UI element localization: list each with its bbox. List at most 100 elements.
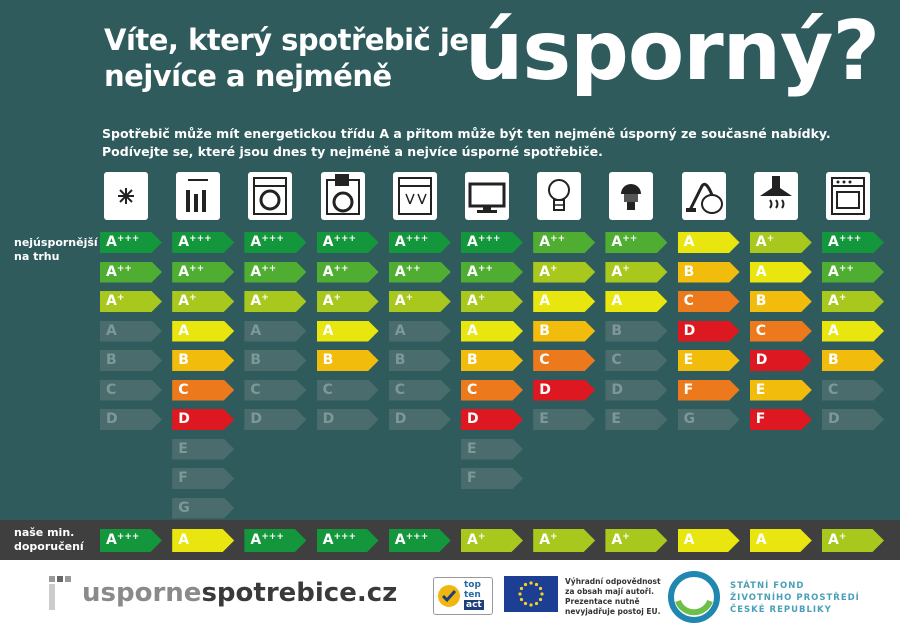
energy-class-letter: D <box>394 411 407 427</box>
energy-class-letter: A <box>322 234 334 250</box>
title-line-2: nejvíce a nejméně <box>104 59 392 93</box>
eu-disclaimer-line3: Prezentace nutně <box>565 597 640 606</box>
energy-class-letter: E <box>611 411 621 427</box>
energy-class-arrow: A+++ <box>389 232 451 253</box>
energy-class-letter: A <box>611 263 623 280</box>
energy-class-plus: + <box>622 263 630 274</box>
energy-class-letter: A <box>106 234 117 250</box>
logo-text-part2: spotrebice.cz <box>201 578 398 608</box>
energy-class-letter: A <box>250 234 262 250</box>
energy-class-arrow: A++ <box>100 262 162 283</box>
washing-machine-icon <box>248 172 293 220</box>
energy-class-arrow: A+ <box>750 232 812 253</box>
energy-class-arrow: B <box>389 350 451 371</box>
sfzp-text-line2: ŽIVOTNÍHO PROSTŘEDÍ <box>730 593 860 603</box>
recommended-class-arrow: A <box>172 529 234 552</box>
energy-class-letter: G <box>178 499 190 516</box>
dishwasher-icon <box>392 172 437 220</box>
energy-class-letter: D <box>611 381 624 398</box>
energy-class-arrow: A+++ <box>461 232 523 253</box>
recommendation-label-line1: naše min. <box>14 526 75 539</box>
energy-class-plus: +++ <box>405 234 429 244</box>
oven-icon <box>826 172 870 220</box>
energy-class-plus: ++ <box>116 263 132 274</box>
energy-class-arrow: B <box>244 350 306 371</box>
energy-class-plus: ++ <box>838 263 854 274</box>
energy-class-letter: A <box>539 234 551 250</box>
energy-class-arrow: A+ <box>100 291 162 312</box>
eu-star-icon <box>538 586 543 591</box>
energy-class-letter: A <box>322 293 334 309</box>
energy-class-letter: A <box>467 263 478 280</box>
energy-class-letter: B <box>178 352 189 368</box>
energy-class-arrow: B <box>317 350 379 371</box>
energy-class-letter: A <box>828 293 839 309</box>
recommended-class-letter: A <box>611 532 623 548</box>
energy-class-letter: A <box>683 234 695 250</box>
energy-class-letter: A <box>611 293 623 309</box>
energy-class-letter: A <box>106 322 117 339</box>
energy-class-arrow: A+ <box>317 291 379 312</box>
energy-class-plus: ++ <box>189 263 205 274</box>
energy-class-arrow: A+++ <box>822 232 884 253</box>
energy-class-arrow: A <box>100 321 162 342</box>
intro-line-1: Spotřebič může mít energetickou třídu A … <box>102 126 831 141</box>
energy-class-arrow: A <box>822 321 884 342</box>
recommended-class-letter: A <box>467 532 478 548</box>
sfzp-text: STÁTNÍ FOND ŽIVOTNÍHO PROSTŘEDÍ ČESKÉ RE… <box>730 580 860 616</box>
energy-class-letter: B <box>755 293 767 309</box>
energy-class-letter: A <box>394 293 406 309</box>
energy-class-arrow: D <box>317 409 379 430</box>
energy-class-arrow: A++ <box>172 262 234 283</box>
energy-class-arrow: E <box>461 439 523 460</box>
recommended-class-letter: A <box>539 532 551 548</box>
recommended-class-arrow: A <box>678 529 740 552</box>
energy-class-arrow: A+ <box>389 291 451 312</box>
energy-class-letter: A <box>828 322 839 339</box>
energy-class-letter: F <box>178 470 188 486</box>
recommended-class-plus: + <box>550 532 558 542</box>
energy-class-arrow: E <box>750 380 812 401</box>
eu-star-icon <box>534 582 539 587</box>
energy-class-letter: C <box>611 352 622 368</box>
usporne-spotrebice-logo[interactable]: uspornespotrebice.cz <box>82 573 397 613</box>
energy-class-arrow: A+++ <box>317 232 379 253</box>
energy-class-plus: ++ <box>261 263 277 274</box>
topten-check-icon <box>438 585 460 607</box>
energy-class-arrow: C <box>605 350 667 371</box>
energy-class-letter: C <box>106 381 117 398</box>
energy-class-arrow: A++ <box>533 232 595 253</box>
recommended-class-plus: +++ <box>405 532 429 542</box>
energy-class-plus: ++ <box>405 263 421 274</box>
energy-class-letter: A <box>755 263 767 280</box>
recommended-class-letter: A <box>250 532 262 548</box>
energy-class-plus: ++ <box>550 234 566 244</box>
sfzp-text-line1: STÁTNÍ FOND <box>730 581 805 591</box>
recommended-class-plus: + <box>477 532 486 542</box>
energy-class-arrow: D <box>100 409 162 430</box>
intro-text: Spotřebič může mít energetickou třídu A … <box>102 125 831 161</box>
energy-class-arrow: A++ <box>461 262 523 283</box>
energy-class-letter: A <box>828 263 839 280</box>
recommended-class-letter: A <box>106 532 117 548</box>
energy-class-arrow: A+ <box>822 291 884 312</box>
eu-star-icon <box>529 603 533 607</box>
energy-class-letter: A <box>250 322 262 339</box>
energy-class-plus: ++ <box>622 234 638 244</box>
energy-class-letter: E <box>683 352 694 368</box>
energy-class-arrow: A <box>317 321 379 342</box>
recommended-class-letter: A <box>828 532 839 548</box>
energy-class-letter: G <box>683 411 696 427</box>
energy-class-letter: B <box>539 322 550 339</box>
energy-class-letter: D <box>250 411 263 427</box>
energy-class-letter: B <box>250 352 262 368</box>
energy-class-arrow: A <box>605 291 667 312</box>
sfzp-text-line3: ČESKÉ REPUBLIKY <box>730 605 832 615</box>
recommended-class-plus: + <box>838 532 847 542</box>
energy-class-arrow: E <box>533 409 595 430</box>
infographic-main: Víte, který spotřebič je nejvíce a nejmé… <box>14 4 884 519</box>
energy-class-arrow: F <box>750 409 812 430</box>
energy-class-letter: E <box>178 440 188 457</box>
energy-class-arrow: A+ <box>172 291 234 312</box>
energy-class-arrow: A <box>172 321 234 342</box>
